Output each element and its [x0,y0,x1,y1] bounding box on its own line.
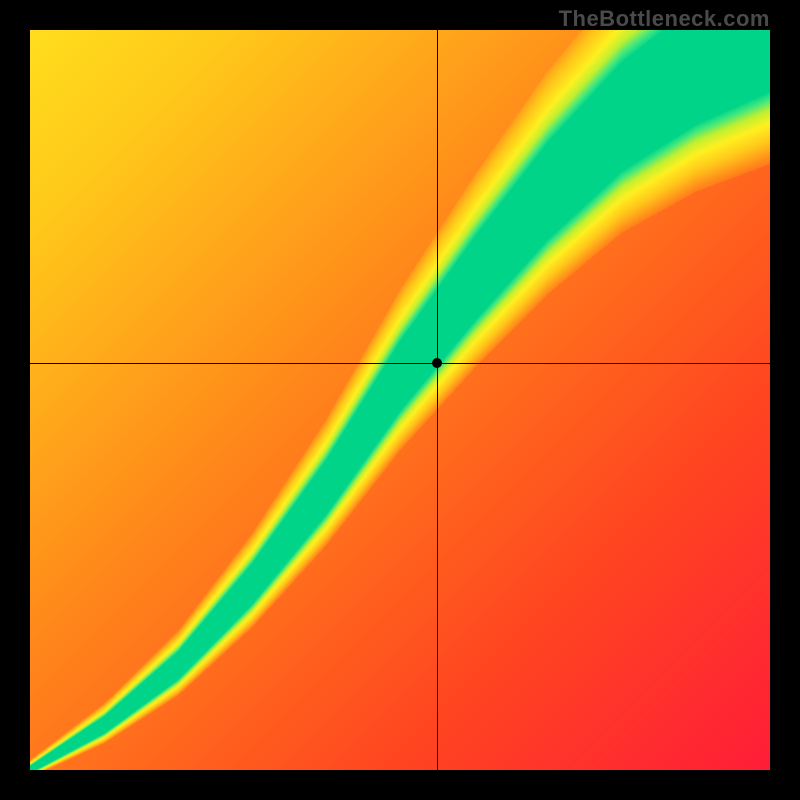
crosshair-vertical [437,30,438,770]
marker-dot [432,358,442,368]
watermark-text: TheBottleneck.com [559,6,770,32]
heatmap-canvas [30,30,770,770]
plot-area [30,30,770,770]
crosshair-horizontal [30,363,770,364]
